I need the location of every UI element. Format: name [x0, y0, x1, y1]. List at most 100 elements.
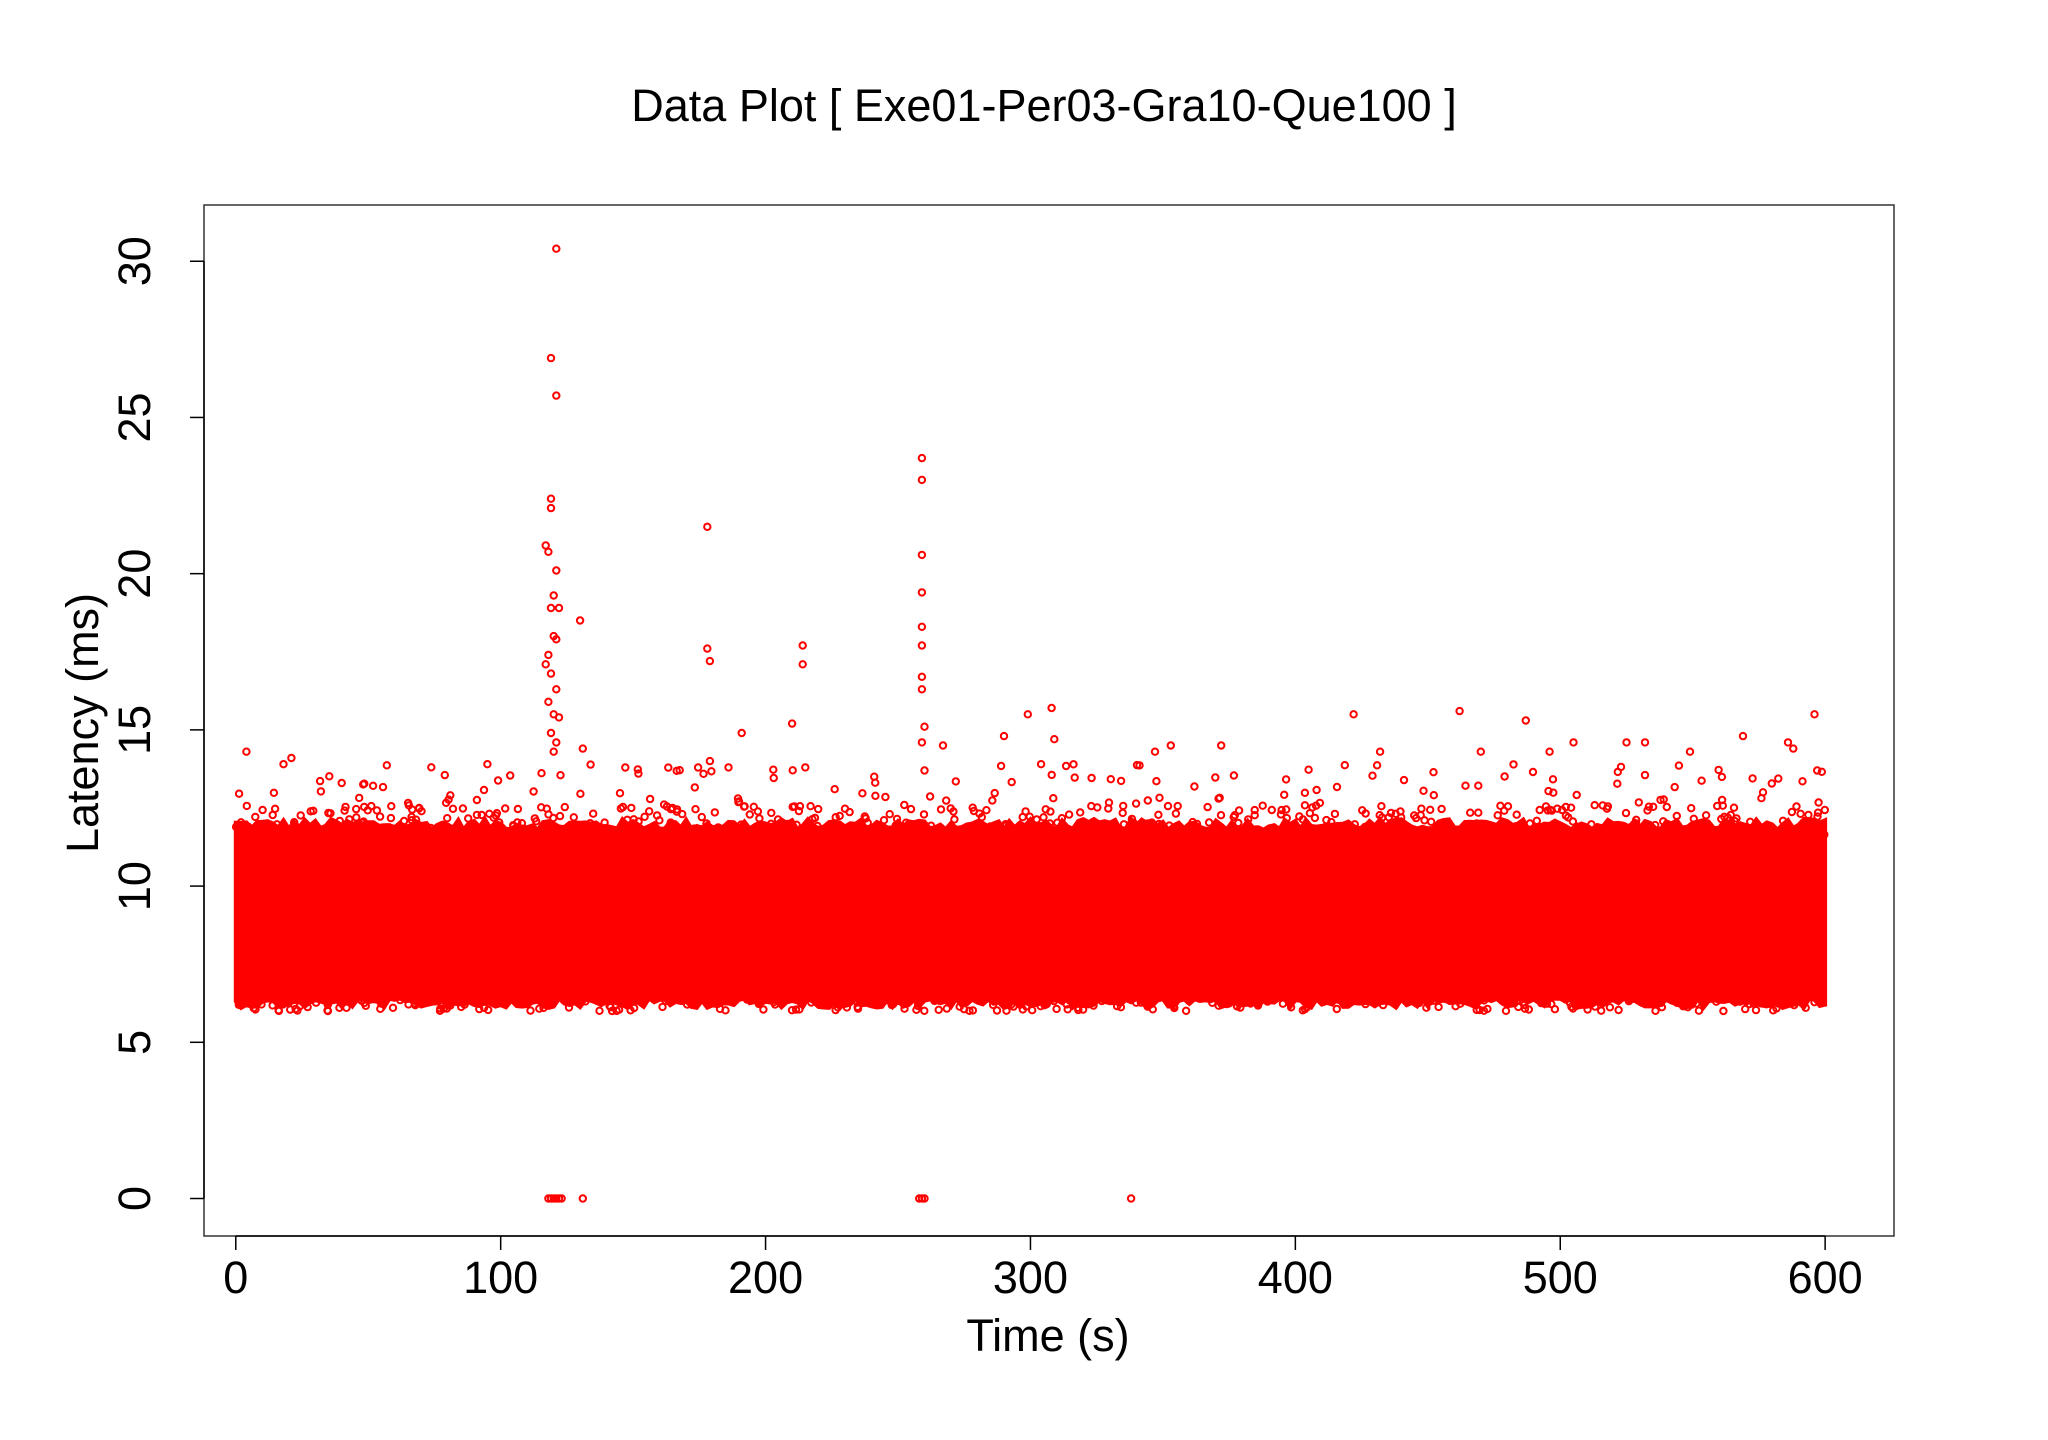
data-point [956, 995, 965, 1005]
data-point [1429, 791, 1439, 800]
data-point [1638, 836, 1647, 846]
data-point [483, 992, 492, 1002]
data-point [1537, 823, 1546, 832]
data-point [615, 789, 625, 798]
data-point [1697, 776, 1706, 785]
data-point [488, 988, 497, 997]
data-point [1137, 996, 1146, 1005]
data-point [1056, 834, 1066, 843]
data-point [1066, 831, 1075, 840]
data-point [1748, 774, 1757, 783]
data-point [1280, 790, 1289, 799]
data-point [1236, 1003, 1245, 1012]
data-point [789, 989, 798, 999]
data-point [1467, 837, 1476, 846]
data-point [678, 824, 687, 833]
data-point [1218, 994, 1228, 1003]
data-point [749, 802, 758, 811]
data-point [1203, 835, 1212, 844]
data-point [938, 741, 948, 750]
data-point [443, 814, 452, 823]
data-point [546, 728, 556, 738]
data-point [640, 812, 649, 821]
data-point [557, 1194, 566, 1203]
data-point [1657, 1003, 1667, 1012]
data-point [548, 831, 557, 841]
data-point [303, 1002, 312, 1012]
data-point [1454, 992, 1464, 1002]
data-point [617, 825, 627, 834]
data-point [458, 804, 468, 813]
data-point [664, 763, 673, 772]
data-point [513, 804, 523, 814]
data-point [528, 825, 537, 834]
data-point [1544, 989, 1553, 999]
data-point [268, 1001, 277, 1010]
data-point [794, 806, 804, 816]
data-point [485, 809, 494, 818]
data-point [891, 821, 900, 830]
data-point [996, 761, 1006, 771]
data-point [1070, 773, 1079, 782]
data-point [737, 820, 746, 829]
data-point [835, 823, 845, 832]
data-point [1804, 835, 1813, 844]
data-point [611, 835, 620, 844]
data-point [1190, 782, 1199, 791]
data-point [341, 802, 350, 812]
data-point [1757, 794, 1766, 803]
data-point [1814, 798, 1823, 807]
data-point [740, 802, 749, 811]
data-point [546, 669, 556, 678]
data-point [1616, 762, 1626, 772]
data-point [516, 993, 526, 1002]
data-point [772, 830, 781, 839]
data-point [257, 989, 266, 999]
data-point [508, 994, 517, 1004]
data-points [231, 244, 1830, 1203]
data-point [1694, 828, 1704, 837]
data-point [403, 798, 413, 808]
data-point [690, 783, 699, 792]
data-point [1512, 810, 1521, 819]
data-point [1568, 817, 1578, 826]
data-point [647, 988, 656, 998]
data-point [325, 772, 334, 781]
data-point [1524, 1005, 1534, 1014]
data-point [1627, 834, 1637, 843]
data-point [605, 1001, 614, 1011]
data-point [751, 834, 760, 844]
data-point [1211, 773, 1220, 782]
data-point [967, 835, 976, 844]
data-point [1232, 990, 1242, 999]
data-point [671, 989, 681, 998]
data-point [1813, 766, 1822, 775]
data-point [1334, 995, 1343, 1004]
data-point [871, 791, 880, 800]
data-point [272, 820, 282, 829]
data-point [503, 990, 513, 999]
data-point [787, 719, 797, 728]
data-point [1761, 828, 1770, 837]
data-point [1214, 1001, 1223, 1010]
data-point [1757, 997, 1767, 1006]
x-tick-label: 500 [1523, 1252, 1598, 1303]
y-tick-label: 15 [109, 705, 160, 755]
data-point [323, 1000, 332, 1010]
data-point [365, 829, 374, 839]
data-point [1590, 801, 1599, 810]
y-tick-label: 30 [109, 236, 160, 286]
data-point [1689, 814, 1699, 823]
data-point [968, 1006, 978, 1015]
data-point [1163, 801, 1173, 811]
data-point [1046, 807, 1055, 816]
data-point [456, 988, 465, 998]
data-point [1216, 811, 1226, 820]
data-point [403, 829, 412, 838]
data-point [1466, 808, 1475, 817]
data-point [1813, 808, 1823, 817]
data-point [1622, 738, 1631, 747]
data-point [1097, 990, 1106, 1000]
data-point [1431, 826, 1440, 836]
data-point [532, 817, 541, 826]
